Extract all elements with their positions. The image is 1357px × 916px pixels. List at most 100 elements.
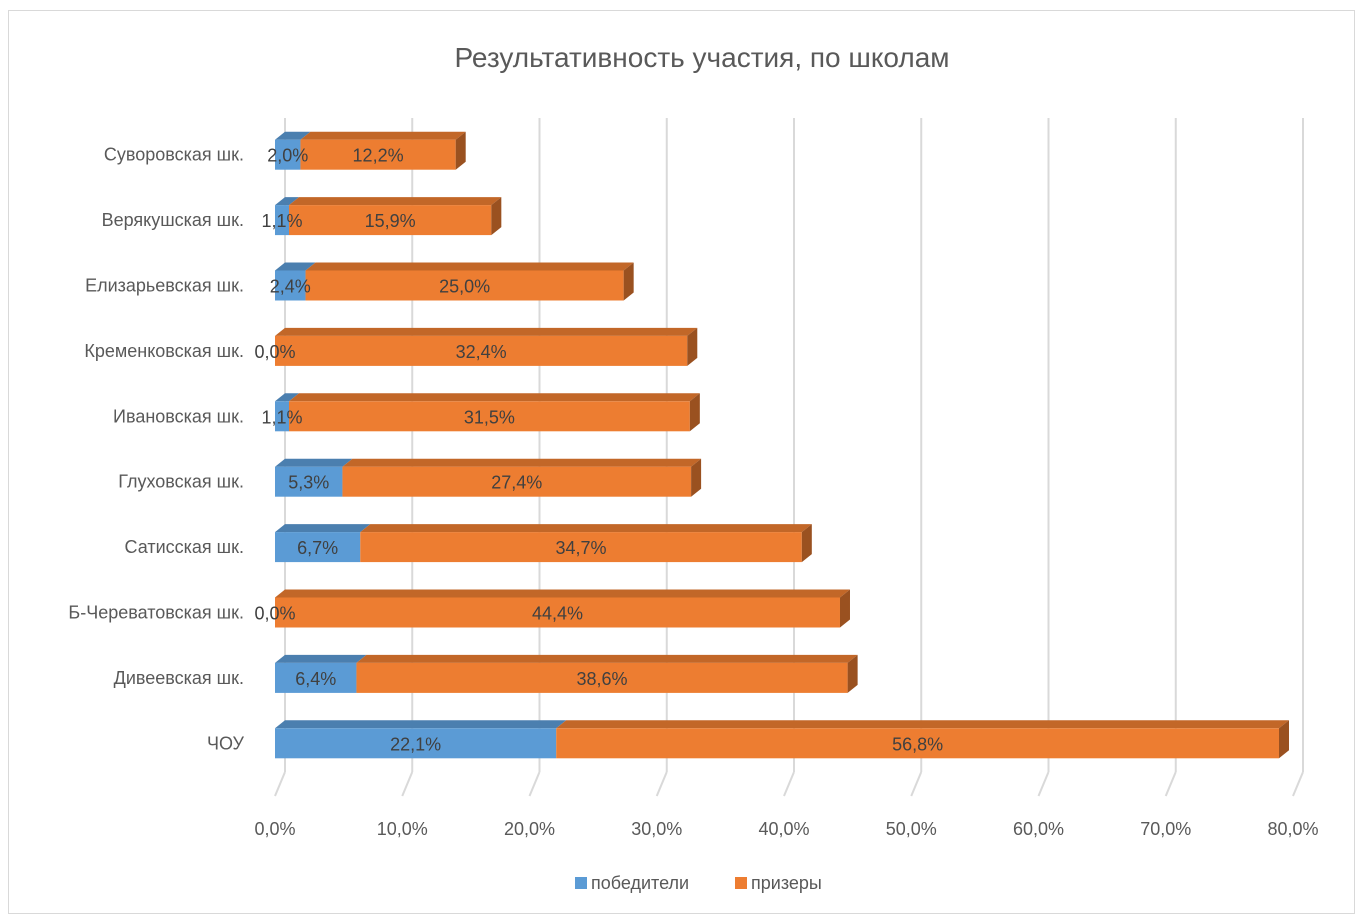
bar <box>275 139 301 170</box>
bar-side <box>623 262 634 301</box>
data-label: 2,4% <box>270 277 311 297</box>
bar <box>275 728 557 759</box>
data-label: 32,4% <box>456 342 507 362</box>
x-tick-label: 0,0% <box>254 819 295 839</box>
bar-top <box>342 458 702 467</box>
bar <box>275 205 289 236</box>
category-label: Суворовская шк. <box>104 145 244 165</box>
x-tick-label: 50,0% <box>886 819 937 839</box>
category-label: ЧОУ <box>207 733 245 753</box>
data-label: 15,9% <box>365 211 416 231</box>
category-label: Дивеевская шк. <box>114 668 244 688</box>
data-label: 6,7% <box>297 538 338 558</box>
bar-top <box>556 720 1290 729</box>
data-label: 22,1% <box>390 734 441 754</box>
bar-top <box>275 327 698 336</box>
x-tick-label: 10,0% <box>377 819 428 839</box>
bar <box>275 662 357 693</box>
bar-side <box>689 393 700 432</box>
floor-line <box>1037 771 1050 797</box>
data-label: 34,7% <box>556 538 607 558</box>
data-label: 1,1% <box>261 407 302 427</box>
bar-top <box>275 524 371 533</box>
x-tick-label: 20,0% <box>504 819 555 839</box>
data-label: 2,0% <box>267 146 308 166</box>
bar <box>275 335 688 366</box>
data-label: 27,4% <box>491 473 542 493</box>
x-tick-label: 30,0% <box>631 819 682 839</box>
bar-top <box>300 131 466 140</box>
bar <box>275 532 361 563</box>
bar <box>275 270 306 301</box>
bar-side <box>1279 720 1290 759</box>
data-label: 5,3% <box>288 473 329 493</box>
bar-side <box>491 197 502 236</box>
bar <box>275 466 343 497</box>
bar-top <box>275 131 311 140</box>
category-label: Елизарьевская шк. <box>85 276 244 296</box>
bar-side <box>687 327 698 366</box>
data-label: 38,6% <box>577 669 628 689</box>
floor-line <box>1164 771 1177 797</box>
bar-top <box>288 197 502 206</box>
bar-side <box>691 458 702 497</box>
data-label: 6,4% <box>295 669 336 689</box>
legend-label: победители <box>591 873 689 893</box>
bar-top <box>275 720 567 729</box>
bar-top <box>305 262 634 271</box>
bar-side <box>455 131 466 170</box>
category-label: Б-Череватовская шк. <box>68 603 244 623</box>
bar-top <box>275 654 367 663</box>
legend-label: призеры <box>751 873 822 893</box>
category-label: Кременковская шк. <box>84 341 244 361</box>
floor-line <box>528 771 541 797</box>
legend-swatch <box>735 877 747 889</box>
bar <box>288 401 690 432</box>
data-label: 12,2% <box>353 146 404 166</box>
floor-line <box>274 771 286 797</box>
category-label: Сатисская шк. <box>125 537 244 557</box>
bar <box>556 728 1280 759</box>
bar <box>342 466 692 497</box>
data-label: 31,5% <box>464 407 515 427</box>
floor-line <box>783 771 795 797</box>
floor-line <box>401 771 414 797</box>
x-tick-label: 70,0% <box>1140 819 1191 839</box>
bar-top <box>275 589 850 598</box>
chart-title: Результативность участия, по школам <box>454 42 949 73</box>
bar <box>305 270 624 301</box>
bar <box>360 532 802 563</box>
bar-side <box>847 654 858 693</box>
bar-side <box>839 589 850 628</box>
category-label: Глуховская шк. <box>118 472 244 492</box>
data-label: 25,0% <box>439 277 490 297</box>
legend-swatch <box>575 877 587 889</box>
x-tick-label: 80,0% <box>1267 819 1318 839</box>
floor-line <box>655 771 668 797</box>
bar-top <box>275 458 353 467</box>
bar <box>356 662 848 693</box>
bar <box>275 401 289 432</box>
bar-top <box>288 393 700 402</box>
bar <box>300 139 456 170</box>
bar-top <box>356 654 858 663</box>
bar-top <box>275 393 299 402</box>
floor-line <box>1292 771 1304 797</box>
bar-top <box>275 197 299 206</box>
x-tick-label: 60,0% <box>1013 819 1064 839</box>
bar-top <box>360 524 812 533</box>
bar <box>288 205 492 236</box>
data-label: 1,1% <box>261 211 302 231</box>
floor-line <box>910 771 923 797</box>
category-label: Верякушская шк. <box>102 210 244 230</box>
bar-side <box>801 524 812 563</box>
data-label: 56,8% <box>892 734 943 754</box>
data-label: 0,0% <box>254 342 295 362</box>
x-tick-label: 40,0% <box>758 819 809 839</box>
bar <box>275 597 840 628</box>
data-label: 0,0% <box>254 604 295 624</box>
category-label: Ивановская шк. <box>113 406 244 426</box>
data-label: 44,4% <box>532 604 583 624</box>
bar-top <box>275 262 316 271</box>
